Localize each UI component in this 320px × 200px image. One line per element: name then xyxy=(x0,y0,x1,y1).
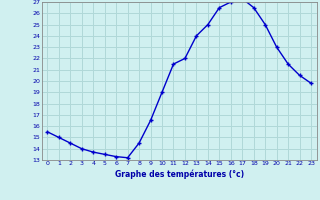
X-axis label: Graphe des températures (°c): Graphe des températures (°c) xyxy=(115,169,244,179)
